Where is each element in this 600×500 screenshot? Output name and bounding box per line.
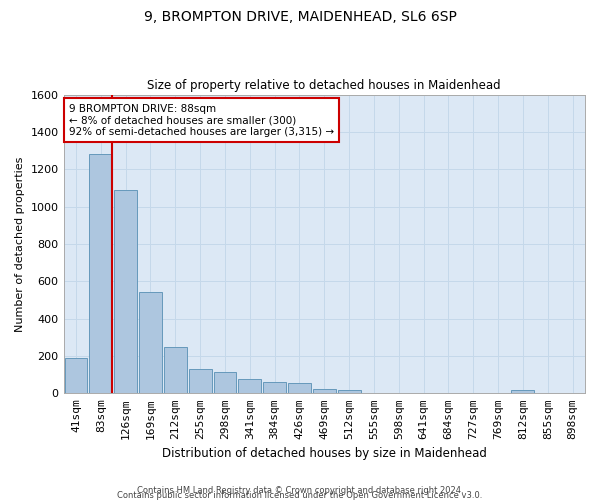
- Text: Contains HM Land Registry data © Crown copyright and database right 2024.: Contains HM Land Registry data © Crown c…: [137, 486, 463, 495]
- Bar: [139, 292, 162, 394]
- Bar: [114, 190, 137, 394]
- Title: Size of property relative to detached houses in Maidenhead: Size of property relative to detached ho…: [148, 79, 501, 92]
- Bar: [338, 390, 361, 394]
- Text: Contains public sector information licensed under the Open Government Licence v3: Contains public sector information licen…: [118, 491, 482, 500]
- Bar: [238, 380, 261, 394]
- Bar: [89, 154, 112, 394]
- Bar: [188, 369, 212, 394]
- Bar: [511, 390, 535, 394]
- X-axis label: Distribution of detached houses by size in Maidenhead: Distribution of detached houses by size …: [162, 447, 487, 460]
- Text: 9 BROMPTON DRIVE: 88sqm
← 8% of detached houses are smaller (300)
92% of semi-de: 9 BROMPTON DRIVE: 88sqm ← 8% of detached…: [69, 104, 334, 136]
- Bar: [263, 382, 286, 394]
- Bar: [214, 372, 236, 394]
- Bar: [164, 346, 187, 394]
- Bar: [65, 358, 88, 394]
- Bar: [313, 388, 335, 394]
- Y-axis label: Number of detached properties: Number of detached properties: [15, 156, 25, 332]
- Bar: [288, 383, 311, 394]
- Text: 9, BROMPTON DRIVE, MAIDENHEAD, SL6 6SP: 9, BROMPTON DRIVE, MAIDENHEAD, SL6 6SP: [143, 10, 457, 24]
